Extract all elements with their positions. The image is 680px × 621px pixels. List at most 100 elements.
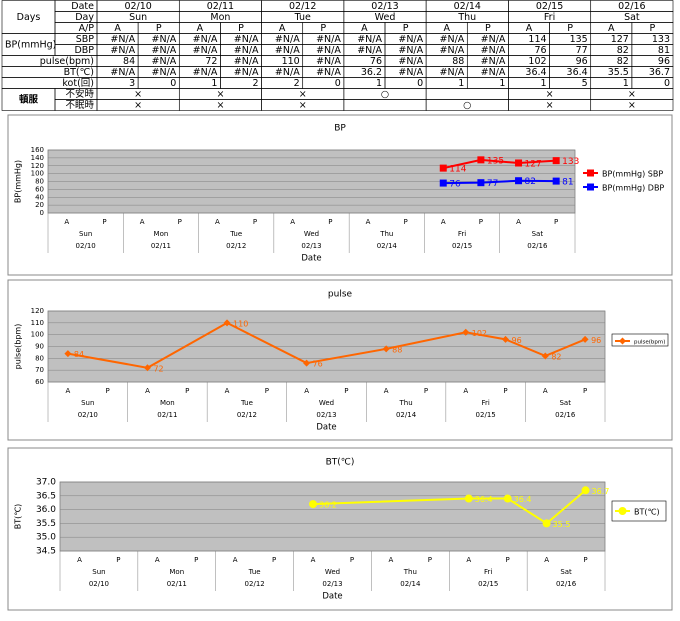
x-tick-label: P	[583, 387, 587, 395]
x-group-day: Wed	[319, 399, 334, 407]
table-text: #N/A	[398, 56, 423, 67]
x-tick-label: A	[516, 218, 521, 226]
x-group-day: Sun	[79, 230, 92, 238]
x-tick-label: P	[506, 556, 510, 564]
table-text: #N/A	[234, 34, 259, 45]
x-group-date: 02/15	[476, 411, 496, 419]
x-tick-label: A	[77, 556, 82, 564]
table-text: A	[361, 23, 368, 34]
x-tick-label: A	[384, 387, 389, 395]
x-group-day: Sun	[81, 399, 94, 407]
y-tick-label: 20	[35, 201, 44, 209]
series-line	[443, 179, 557, 185]
y-tick-label: 35.0	[36, 533, 56, 543]
x-group-day: Mon	[160, 399, 175, 407]
x-tick-label: A	[140, 218, 145, 226]
x-group-date: 02/11	[151, 242, 171, 250]
table-text: A	[279, 23, 286, 34]
y-tick-label: 0	[40, 209, 44, 217]
table-text: 3	[129, 78, 135, 89]
x-axis-title: Date	[322, 592, 342, 602]
data-point	[439, 179, 447, 187]
table-text: 不安時	[65, 88, 94, 100]
legend-marker	[618, 507, 627, 515]
table-text: 36.4	[567, 67, 588, 78]
data-label: 36.2	[319, 501, 337, 510]
data-point	[439, 164, 447, 172]
y-axis-title: pulse(bpm)	[14, 324, 23, 370]
x-group-day: Mon	[169, 568, 184, 576]
table-text: ○	[381, 89, 389, 100]
legend-box	[611, 500, 667, 522]
table-text: #N/A	[193, 34, 218, 45]
x-tick-label: P	[178, 218, 182, 226]
x-tick-label: A	[215, 218, 220, 226]
table-text: BP(mmHg)	[5, 40, 56, 51]
data-label: 88	[392, 345, 402, 354]
table-text: 02/14	[454, 1, 481, 12]
legend-marker	[587, 169, 594, 177]
x-group-day: Tue	[229, 230, 242, 238]
table-text: #N/A	[110, 45, 135, 56]
y-axis-title: BP(mmHg)	[14, 160, 23, 203]
x-tick-label: P	[503, 387, 507, 395]
table-cell	[590, 99, 674, 111]
data-point	[502, 335, 510, 343]
x-tick-label: P	[194, 556, 198, 564]
data-label: 135	[487, 156, 504, 166]
table-text: #N/A	[440, 45, 465, 56]
x-tick-label: A	[290, 218, 295, 226]
x-axis-title: Date	[301, 254, 321, 264]
table-text: P	[320, 23, 326, 34]
data-point	[515, 159, 523, 167]
y-tick-label: 80	[35, 354, 44, 362]
table-text: #N/A	[316, 67, 341, 78]
table-text: #N/A	[316, 56, 341, 67]
data-label: 36.4	[475, 495, 493, 504]
x-group-day: Thu	[403, 568, 417, 576]
data-point	[552, 157, 560, 165]
table-text: #N/A	[481, 34, 506, 45]
x-group-date: 02/11	[167, 580, 187, 588]
table-text: 1	[499, 78, 505, 89]
table-text: #N/A	[481, 45, 506, 56]
data-point	[581, 486, 590, 495]
data-label: 127	[525, 159, 542, 169]
table-text: 02/13	[371, 1, 398, 12]
table-text: P	[485, 23, 491, 34]
x-group-date: 02/13	[301, 242, 321, 250]
table-text: ×	[546, 100, 554, 111]
x-tick-label: P	[116, 556, 120, 564]
table-text: SBP	[76, 34, 95, 45]
y-tick-label: 160	[31, 146, 44, 154]
y-tick-label: 80	[35, 178, 44, 186]
table-text: #N/A	[481, 56, 506, 67]
table-text: A	[114, 23, 121, 34]
table-text: 81	[658, 45, 670, 56]
table-text: 76	[370, 56, 382, 67]
table-text: #N/A	[440, 67, 465, 78]
x-group-day: Sat	[532, 230, 544, 238]
data-label: 114	[449, 165, 466, 175]
x-tick-label: P	[344, 387, 348, 395]
x-tick-label: A	[304, 387, 309, 395]
x-group-day: Fri	[481, 399, 489, 407]
table-text: Thu	[457, 12, 476, 23]
data-point	[515, 177, 523, 185]
data-label: 82	[525, 177, 536, 187]
table-text: 1	[541, 78, 547, 89]
x-group-date: 02/13	[316, 411, 336, 419]
x-tick-label: P	[102, 218, 106, 226]
x-axis-title: Date	[316, 423, 336, 433]
y-tick-label: 110	[31, 319, 44, 327]
table-text: #N/A	[152, 67, 177, 78]
x-group-day: Fri	[484, 568, 492, 576]
x-group-date: 02/12	[245, 580, 265, 588]
table-text: 0	[335, 78, 341, 89]
table-text: kot(回)	[62, 78, 94, 89]
x-tick-label: A	[145, 387, 150, 395]
data-point	[462, 328, 470, 336]
x-group-date: 02/12	[226, 242, 246, 250]
data-point	[542, 519, 551, 528]
